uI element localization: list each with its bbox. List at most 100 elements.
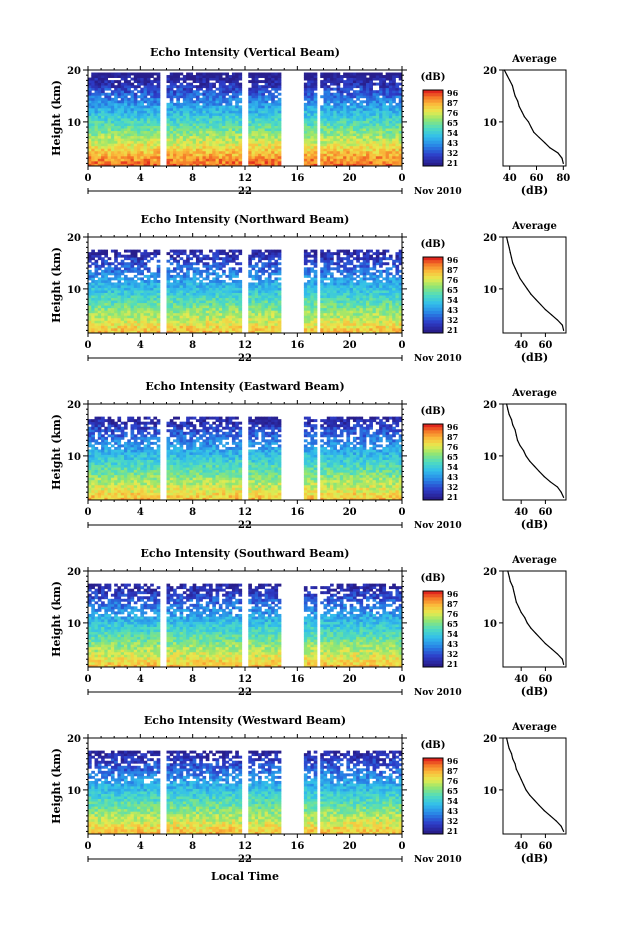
heatmap-cell — [157, 320, 161, 323]
heatmap-cell — [183, 265, 187, 268]
heatmap-cell — [111, 123, 115, 126]
heatmap-cell — [199, 123, 203, 126]
heatmap-cell — [189, 100, 193, 103]
heatmap-cell — [337, 153, 341, 156]
heatmap-cell — [108, 158, 112, 161]
heatmap-cell — [337, 88, 341, 91]
heatmap-cell — [117, 288, 121, 291]
heatmap-cell — [222, 110, 226, 113]
heatmap-cell — [101, 305, 105, 308]
heatmap-cell — [144, 83, 148, 86]
heatmap-cell — [124, 93, 128, 96]
heatmap-cell — [173, 325, 177, 328]
heatmap-cell — [117, 158, 121, 161]
heatmap-cell — [261, 113, 265, 116]
heatmap-cell — [304, 260, 308, 263]
heatmap-cell — [196, 128, 200, 131]
heatmap-cell — [376, 138, 380, 141]
heatmap-cell — [320, 305, 324, 308]
heatmap-cell — [304, 93, 308, 96]
heatmap-cell — [104, 113, 108, 116]
heatmap-cell — [147, 146, 151, 149]
heatmap-cell — [376, 110, 380, 113]
heatmap-cell — [183, 328, 187, 331]
heatmap-cell — [150, 151, 154, 154]
heatmap-cell — [114, 308, 118, 311]
heatmap-cell — [274, 158, 278, 161]
heatmap-cell — [395, 153, 399, 156]
heatmap-cell — [252, 143, 256, 146]
heatmap-cell — [117, 310, 121, 313]
heatmap-cell — [173, 260, 177, 263]
heatmap-cell — [373, 75, 377, 78]
heatmap-cell — [356, 103, 360, 106]
heatmap-cell — [366, 136, 370, 139]
heatmap-cell — [222, 290, 226, 293]
heatmap-cell — [170, 100, 174, 103]
heatmap-cell — [359, 113, 363, 116]
heatmap-cell — [222, 141, 226, 144]
heatmap-cell — [265, 310, 269, 313]
heatmap-cell — [346, 100, 350, 103]
heatmap-cell — [238, 100, 242, 103]
heatmap-cell — [199, 325, 203, 328]
heatmap-cell — [202, 128, 206, 131]
heatmap-cell — [310, 325, 314, 328]
heatmap-cell — [366, 143, 370, 146]
heatmap-cell — [382, 146, 386, 149]
heatmap-cell — [324, 138, 328, 141]
heatmap-cell — [127, 295, 131, 298]
heatmap-cell — [278, 285, 282, 288]
heatmap-cell — [274, 115, 278, 118]
heatmap-cell — [337, 115, 341, 118]
heatmap-cell — [376, 123, 380, 126]
heatmap-cell — [222, 318, 226, 321]
heatmap-cell — [353, 141, 357, 144]
heatmap-cell — [183, 103, 187, 106]
heatmap-cell — [88, 260, 92, 263]
heatmap-cell — [346, 128, 350, 131]
heatmap-cell — [140, 133, 144, 136]
heatmap-cell — [278, 113, 282, 116]
heatmap-cell — [324, 255, 328, 258]
colorbar-segment — [423, 122, 443, 126]
heatmap-cell — [199, 153, 203, 156]
heatmap-cell — [212, 285, 216, 288]
heatmap-cell — [144, 115, 148, 118]
heatmap-cell — [121, 298, 125, 301]
heatmap-cell — [196, 85, 200, 88]
profile-point — [557, 152, 558, 153]
heatmap-cell — [252, 315, 256, 318]
heatmap-cell — [359, 95, 363, 98]
heatmap-cell — [144, 290, 148, 293]
heatmap-cell — [131, 115, 135, 118]
profile-point — [549, 147, 550, 148]
heatmap-cell — [137, 156, 141, 159]
heatmap-cell — [212, 277, 216, 280]
heatmap-cell — [382, 75, 386, 78]
heatmap-cell — [304, 83, 308, 86]
heatmap-cell — [330, 105, 334, 108]
heatmap-cell — [238, 83, 242, 86]
heatmap-cell — [310, 73, 314, 76]
heatmap-cell — [350, 128, 354, 131]
heatmap-cell — [117, 103, 121, 106]
heatmap-cell — [121, 303, 125, 306]
heatmap-cell — [216, 277, 220, 280]
heatmap-cell — [176, 285, 180, 288]
heatmap-cell — [271, 148, 275, 151]
heatmap-cell — [157, 158, 161, 161]
heatmap-cell — [140, 100, 144, 103]
heatmap-cell — [333, 88, 337, 91]
heatmap-cell — [271, 128, 275, 131]
heatmap-cell — [186, 318, 190, 321]
heatmap-cell — [304, 148, 308, 151]
heatmap-cell — [140, 158, 144, 161]
heatmap-cell — [153, 303, 157, 306]
heatmap-cell — [127, 310, 131, 313]
heatmap-cell — [98, 136, 102, 139]
heatmap-cell — [183, 303, 187, 306]
heatmap-cell — [91, 161, 95, 164]
heatmap-cell — [248, 293, 252, 296]
